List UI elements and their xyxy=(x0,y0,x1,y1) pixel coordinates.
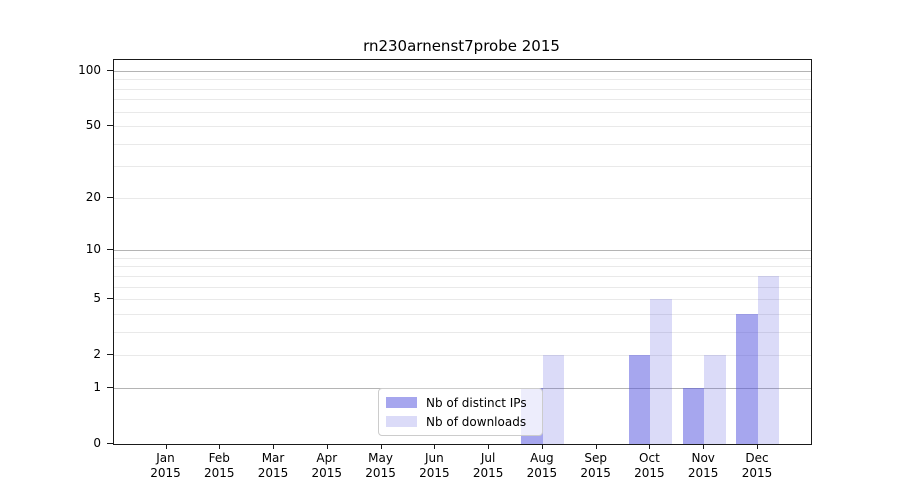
gridline-minor-3 xyxy=(114,331,811,333)
gridline-minor-50 xyxy=(114,126,811,128)
y-tick-2 xyxy=(107,354,113,356)
chart-title: rn230arnenst7probe 2015 xyxy=(363,37,560,55)
legend-swatch-distinct-ips xyxy=(386,397,417,408)
x-tick-year: 2015 xyxy=(419,466,450,480)
y-tick-50 xyxy=(107,125,113,127)
x-tick-jun xyxy=(434,444,436,449)
x-tick-year: 2015 xyxy=(526,466,558,480)
x-tick-year: 2015 xyxy=(687,466,719,480)
y-tick-label-5: 5 xyxy=(93,291,101,306)
y-tick-label-50: 50 xyxy=(85,118,101,133)
legend: Nb of distinct IPs Nb of downloads xyxy=(378,388,543,436)
gridline-minor-60 xyxy=(114,111,811,113)
legend-swatch-downloads xyxy=(386,416,417,427)
x-tick-year: 2015 xyxy=(580,466,611,480)
x-tick-month: Jul xyxy=(480,451,496,465)
x-tick-year: 2015 xyxy=(311,466,343,480)
x-tick-month: Sep xyxy=(584,451,607,465)
x-tick-label-may: May 2015 xyxy=(349,451,413,481)
x-tick-month: Oct xyxy=(639,451,660,465)
x-tick-year: 2015 xyxy=(150,466,181,480)
x-tick-may xyxy=(380,444,382,449)
gridline-minor-30 xyxy=(114,166,811,168)
gridline-minor-80 xyxy=(114,88,811,90)
x-tick-aug xyxy=(541,444,543,449)
x-tick-label-dec: Dec 2015 xyxy=(725,451,789,481)
x-tick-label-feb: Feb 2015 xyxy=(187,451,251,481)
y-tick-1 xyxy=(107,386,113,388)
x-tick-label-oct: Oct 2015 xyxy=(617,451,681,481)
x-tick-month: Apr xyxy=(316,451,338,465)
gridline-minor-4 xyxy=(114,313,811,315)
bar-ips-dec xyxy=(736,313,758,444)
bar-ips-oct xyxy=(628,355,651,444)
gridline-major-10 xyxy=(114,250,811,252)
x-tick-year: 2015 xyxy=(203,466,235,480)
gridline-minor-70 xyxy=(114,99,811,101)
legend-item-distinct-ips: Nb of distinct IPs xyxy=(386,396,542,410)
x-tick-label-nov: Nov 2015 xyxy=(671,451,735,481)
x-tick-year: 2015 xyxy=(365,466,396,480)
bar-downloads-nov xyxy=(704,355,726,444)
y-tick-0 xyxy=(107,443,113,444)
gridline-minor-8 xyxy=(114,266,811,268)
bar-downloads-oct xyxy=(650,299,672,444)
y-tick-10 xyxy=(107,249,113,251)
x-tick-month: Jun xyxy=(424,451,444,465)
y-tick-5 xyxy=(107,298,113,300)
x-tick-month: Feb xyxy=(208,451,230,465)
bar-downloads-dec xyxy=(757,275,780,444)
x-tick-month: Aug xyxy=(530,451,554,465)
x-tick-label-aug: Aug 2015 xyxy=(510,451,574,481)
gridline-minor-20 xyxy=(114,197,811,199)
y-tick-label-10: 10 xyxy=(85,242,101,257)
y-tick-label-1: 1 xyxy=(93,379,101,394)
x-tick-year: 2015 xyxy=(257,466,289,480)
y-tick-20 xyxy=(107,196,113,198)
x-tick-year: 2015 xyxy=(472,466,504,480)
gridline-minor-90 xyxy=(114,79,811,81)
x-tick-label-sep: Sep 2015 xyxy=(564,451,628,481)
x-tick-label-apr: Apr 2015 xyxy=(295,451,359,481)
y-tick-label-2: 2 xyxy=(93,347,101,362)
x-tick-year: 2015 xyxy=(634,466,665,480)
x-tick-label-jul: Jul 2015 xyxy=(456,451,520,481)
gridline-major-100 xyxy=(114,71,811,72)
x-tick-month: Dec xyxy=(745,451,769,465)
x-tick-month: Nov xyxy=(691,451,715,465)
bar-ips-nov xyxy=(682,387,705,444)
x-tick-sep xyxy=(595,444,597,449)
x-tick-jul xyxy=(488,444,490,449)
bar-downloads-aug xyxy=(542,355,565,444)
x-tick-apr xyxy=(326,444,328,449)
x-tick-month: Jan xyxy=(156,451,175,465)
x-tick-year: 2015 xyxy=(741,466,773,480)
gridline-minor-6 xyxy=(114,286,811,288)
x-tick-label-mar: Mar 2015 xyxy=(241,451,305,481)
legend-label-downloads: Nb of downloads xyxy=(426,414,527,429)
y-tick-label-0: 0 xyxy=(93,436,101,450)
x-tick-oct xyxy=(649,444,651,449)
x-tick-label-jan: Jan 2015 xyxy=(134,451,198,481)
x-tick-feb xyxy=(219,444,221,449)
gridline-minor-40 xyxy=(114,143,811,145)
gridline-minor-9 xyxy=(114,257,811,259)
y-tick-label-100: 100 xyxy=(78,63,101,77)
y-tick-label-20: 20 xyxy=(85,189,101,204)
x-tick-mar xyxy=(273,444,275,449)
x-tick-nov xyxy=(703,444,705,449)
plot-area xyxy=(113,59,812,445)
x-tick-dec xyxy=(756,444,758,449)
x-tick-month: Mar xyxy=(261,451,285,465)
legend-label-distinct-ips: Nb of distinct IPs xyxy=(426,395,527,410)
gridline-minor-5 xyxy=(114,299,811,301)
x-tick-month: May xyxy=(368,451,393,465)
legend-item-downloads: Nb of downloads xyxy=(386,415,542,429)
x-tick-label-jun: Jun 2015 xyxy=(402,451,466,481)
gridline-minor-2 xyxy=(114,355,811,357)
gridline-minor-7 xyxy=(114,275,811,277)
y-tick-100 xyxy=(107,70,113,71)
x-tick-jan xyxy=(165,444,167,449)
